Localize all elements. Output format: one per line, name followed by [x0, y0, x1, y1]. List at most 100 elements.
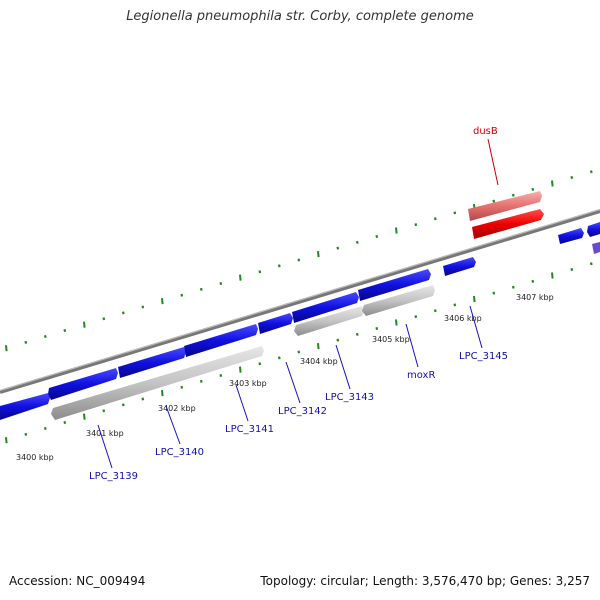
tick-label: 3401 kbp: [86, 429, 124, 438]
tick-label: 3400 kbp: [16, 453, 54, 462]
gene-label: LPC_3145: [459, 351, 508, 362]
minor-tick: [453, 303, 457, 307]
major-tick: [317, 343, 320, 350]
label-leader-line: [285, 361, 301, 404]
major-tick: [83, 413, 86, 420]
minor-tick: [570, 176, 574, 180]
gene-label: LPC_3143: [325, 392, 374, 403]
minor-tick: [277, 264, 281, 268]
minor-tick: [355, 332, 359, 336]
accession-text: Accession: NC_009494: [9, 574, 146, 588]
minor-tick: [492, 291, 496, 295]
minor-tick: [121, 403, 125, 407]
gene-forward: [118, 347, 186, 378]
major-tick: [239, 274, 242, 281]
minor-tick: [336, 246, 340, 250]
tick-labels: 3400 kbp 3401 kbp 3402 kbp 3403 kbp 3404 kbp…: [16, 293, 554, 462]
minor-tick: [511, 193, 515, 197]
minor-tick: [24, 432, 28, 436]
minor-tick: [433, 217, 437, 221]
gene-forward: [592, 242, 600, 254]
major-tick: [83, 321, 86, 328]
minor-tick: [453, 211, 457, 215]
minor-tick: [199, 287, 203, 291]
gene-forward: [0, 393, 50, 420]
minor-tick: [102, 409, 106, 413]
gene-reverse: [362, 285, 435, 316]
label-leader-line: [165, 405, 181, 445]
major-tick: [395, 227, 398, 234]
minor-tick: [375, 326, 379, 330]
gene-forward: [184, 324, 258, 357]
minor-tick: [531, 187, 535, 191]
minor-tick: [219, 373, 223, 377]
major-tick: [161, 390, 164, 397]
label-leader-line: [235, 384, 249, 422]
minor-tick: [199, 379, 203, 383]
minor-tick: [336, 338, 340, 342]
minor-tick: [258, 270, 262, 274]
minor-tick: [180, 385, 184, 389]
major-tick: [5, 437, 8, 444]
gene-forward: [48, 368, 118, 400]
minor-tick: [570, 268, 574, 272]
minor-tick: [492, 199, 496, 203]
minor-tick: [589, 262, 593, 266]
genome-backbone: [0, 208, 600, 394]
minor-tick: [277, 356, 281, 360]
gene-labels: LPC_3139 LPC_3140 LPC_3141 LPC_3142 LPC_3143…: [89, 126, 508, 482]
minor-tick: [63, 329, 67, 333]
minor-tick: [43, 426, 47, 430]
gene-forward: [358, 269, 431, 301]
minor-tick: [531, 279, 535, 283]
gene-reverse: [51, 346, 264, 420]
minor-tick: [511, 285, 515, 289]
minor-tick: [63, 421, 67, 425]
minor-tick: [180, 293, 184, 297]
map-title: Legionella pneumophila str. Corby, compl…: [126, 9, 474, 24]
gene-forward: [443, 257, 476, 276]
minor-tick: [433, 309, 437, 313]
minor-tick: [219, 281, 223, 285]
gene-label: LPC_3142: [278, 406, 327, 417]
gene-forward: [558, 228, 584, 244]
minor-tick: [297, 350, 301, 354]
major-tick: [239, 366, 242, 373]
label-leader-line: [405, 323, 419, 368]
minor-tick: [355, 240, 359, 244]
minor-tick: [297, 258, 301, 262]
major-tick: [473, 295, 476, 303]
major-tick: [317, 251, 320, 258]
tick-label: 3403 kbp: [229, 379, 267, 388]
dusB-gene: [468, 191, 544, 239]
gene-forward: [258, 313, 293, 334]
gene-label: LPC_3140: [155, 447, 204, 458]
gene-label: moxR: [407, 370, 435, 381]
inner-tick-ring: [5, 262, 593, 444]
minor-tick: [102, 317, 106, 321]
gene-reverse: [294, 306, 364, 336]
gene-forward: [587, 222, 600, 237]
minor-tick: [414, 223, 418, 227]
label-leader-line: [335, 344, 351, 390]
minor-tick: [414, 315, 418, 319]
gene-label: dusB: [473, 126, 498, 137]
minor-tick: [375, 234, 379, 238]
label-leader-line: [469, 305, 483, 349]
major-tick: [551, 180, 554, 187]
genome-summary-text: Topology: circular; Length: 3,576,470 bp…: [260, 574, 590, 588]
tick-label: 3405 kbp: [372, 335, 410, 344]
minor-tick: [43, 334, 47, 338]
minor-tick: [258, 362, 262, 366]
major-tick: [161, 298, 164, 305]
minor-tick: [121, 311, 125, 315]
major-tick: [5, 345, 8, 352]
forward-strand-genes: [0, 222, 600, 420]
minor-tick: [141, 397, 145, 401]
major-tick: [551, 272, 554, 279]
gene-forward: [292, 292, 359, 323]
outer-tick-ring: [5, 170, 593, 352]
label-leader-line: [97, 424, 113, 469]
gene-label: LPC_3139: [89, 471, 138, 482]
